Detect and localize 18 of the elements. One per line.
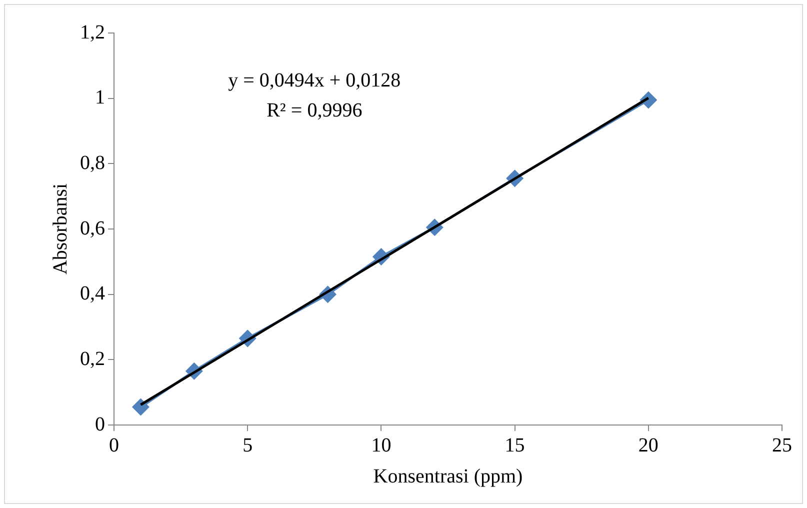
x-tick-label: 15 [504,434,525,456]
y-tick-label: 0,6 [80,217,105,240]
y-tick-label: 0 [95,413,105,436]
annotation: y = 0,0494x + 0,0128 [228,69,401,92]
y-tick-label: 0,2 [80,348,105,370]
point [132,398,149,416]
x-tick-label: 20 [638,434,658,456]
x-axis-title: Konsentrasi (ppm) [373,465,523,488]
annotation: R² = 0,9996 [266,99,362,122]
y-tick-label: 0,8 [80,152,105,174]
y-tick-label: 1,2 [80,21,105,44]
x-tick-label: 0 [109,434,119,456]
x-tick-label: 10 [371,434,392,456]
x-tick-label: 5 [242,434,253,456]
y-axis-title: Absorbansi [49,183,72,275]
x-tick-label: 25 [772,434,792,456]
y-tick-label: 1 [95,86,105,109]
y-tick-label: 0,4 [80,282,105,305]
